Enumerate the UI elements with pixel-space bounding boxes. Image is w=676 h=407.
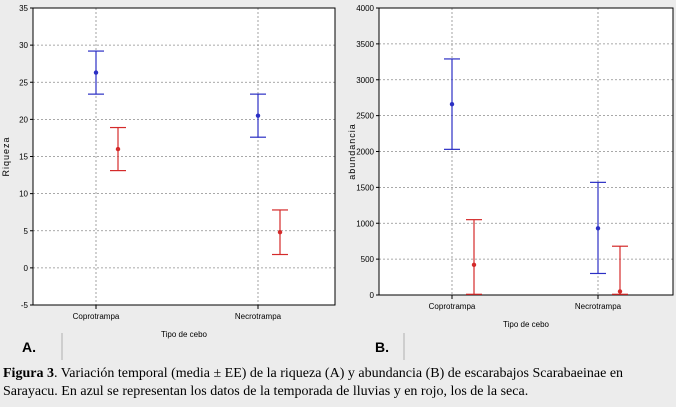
y-tick-label: 4000 bbox=[356, 4, 374, 13]
y-tick-label: 25 bbox=[19, 78, 28, 87]
x-tick-label: Necrotrampa bbox=[235, 312, 282, 321]
x-axis-label: Tipo de cebo bbox=[161, 330, 208, 339]
mean-point bbox=[277, 230, 283, 235]
y-tick-label: 0 bbox=[370, 291, 375, 300]
panel-label: B. bbox=[375, 339, 389, 355]
x-tick-label: Coprotrampa bbox=[73, 312, 120, 321]
mean-point bbox=[471, 262, 477, 268]
caption-text: . Variación temporal (media ± EE) de la … bbox=[3, 366, 624, 399]
y-tick-label: 20 bbox=[19, 115, 28, 124]
chart-panel-b: 0 500 1000 1500 2000 2500 3000 3500 4000 Coprotra… bbox=[341, 0, 676, 360]
y-tick-label: 2500 bbox=[356, 112, 374, 121]
plot-frame bbox=[32, 7, 336, 306]
figure-caption: Figura 3. Variación temporal (media ± EE… bbox=[3, 365, 675, 401]
y-tick-label: 3500 bbox=[356, 40, 374, 49]
mean-point bbox=[93, 70, 99, 75]
x-tick-label: Coprotrampa bbox=[429, 302, 476, 311]
plot-frame bbox=[378, 7, 674, 296]
x-axis-label: Tipo de cebo bbox=[503, 320, 550, 329]
y-axis-label: Riqueza bbox=[1, 136, 11, 176]
x-tick-label: Necrotrampa bbox=[575, 302, 622, 311]
y-tick-label: 10 bbox=[19, 190, 28, 199]
y-tick-label: 5 bbox=[24, 227, 29, 236]
mean-point bbox=[449, 101, 455, 107]
caption-label: Figura 3 bbox=[3, 366, 54, 381]
y-tick-label: 3000 bbox=[356, 76, 374, 85]
chart-panel-a: -5 0 5 10 15 20 25 30 35 Coprotrampa Necrotrampa Ti… bbox=[0, 0, 338, 360]
y-axis-label: abundancia bbox=[347, 123, 357, 180]
plot-area bbox=[33, 8, 335, 305]
y-tick-label: 1000 bbox=[356, 219, 374, 228]
y-tick-label: -5 bbox=[21, 301, 29, 310]
y-tick-label: 30 bbox=[19, 41, 28, 50]
y-tick-label: 500 bbox=[361, 255, 375, 264]
panel-label: A. bbox=[22, 339, 36, 355]
mean-point bbox=[255, 113, 261, 118]
mean-point bbox=[115, 146, 121, 152]
mean-point bbox=[595, 226, 601, 231]
y-tick-label: 35 bbox=[19, 4, 28, 13]
y-tick-label: 1500 bbox=[356, 183, 374, 192]
y-tick-label: 0 bbox=[24, 264, 29, 273]
y-tick-label: 15 bbox=[19, 153, 28, 162]
mean-point bbox=[617, 289, 623, 294]
y-tick-label: 2000 bbox=[356, 148, 374, 157]
